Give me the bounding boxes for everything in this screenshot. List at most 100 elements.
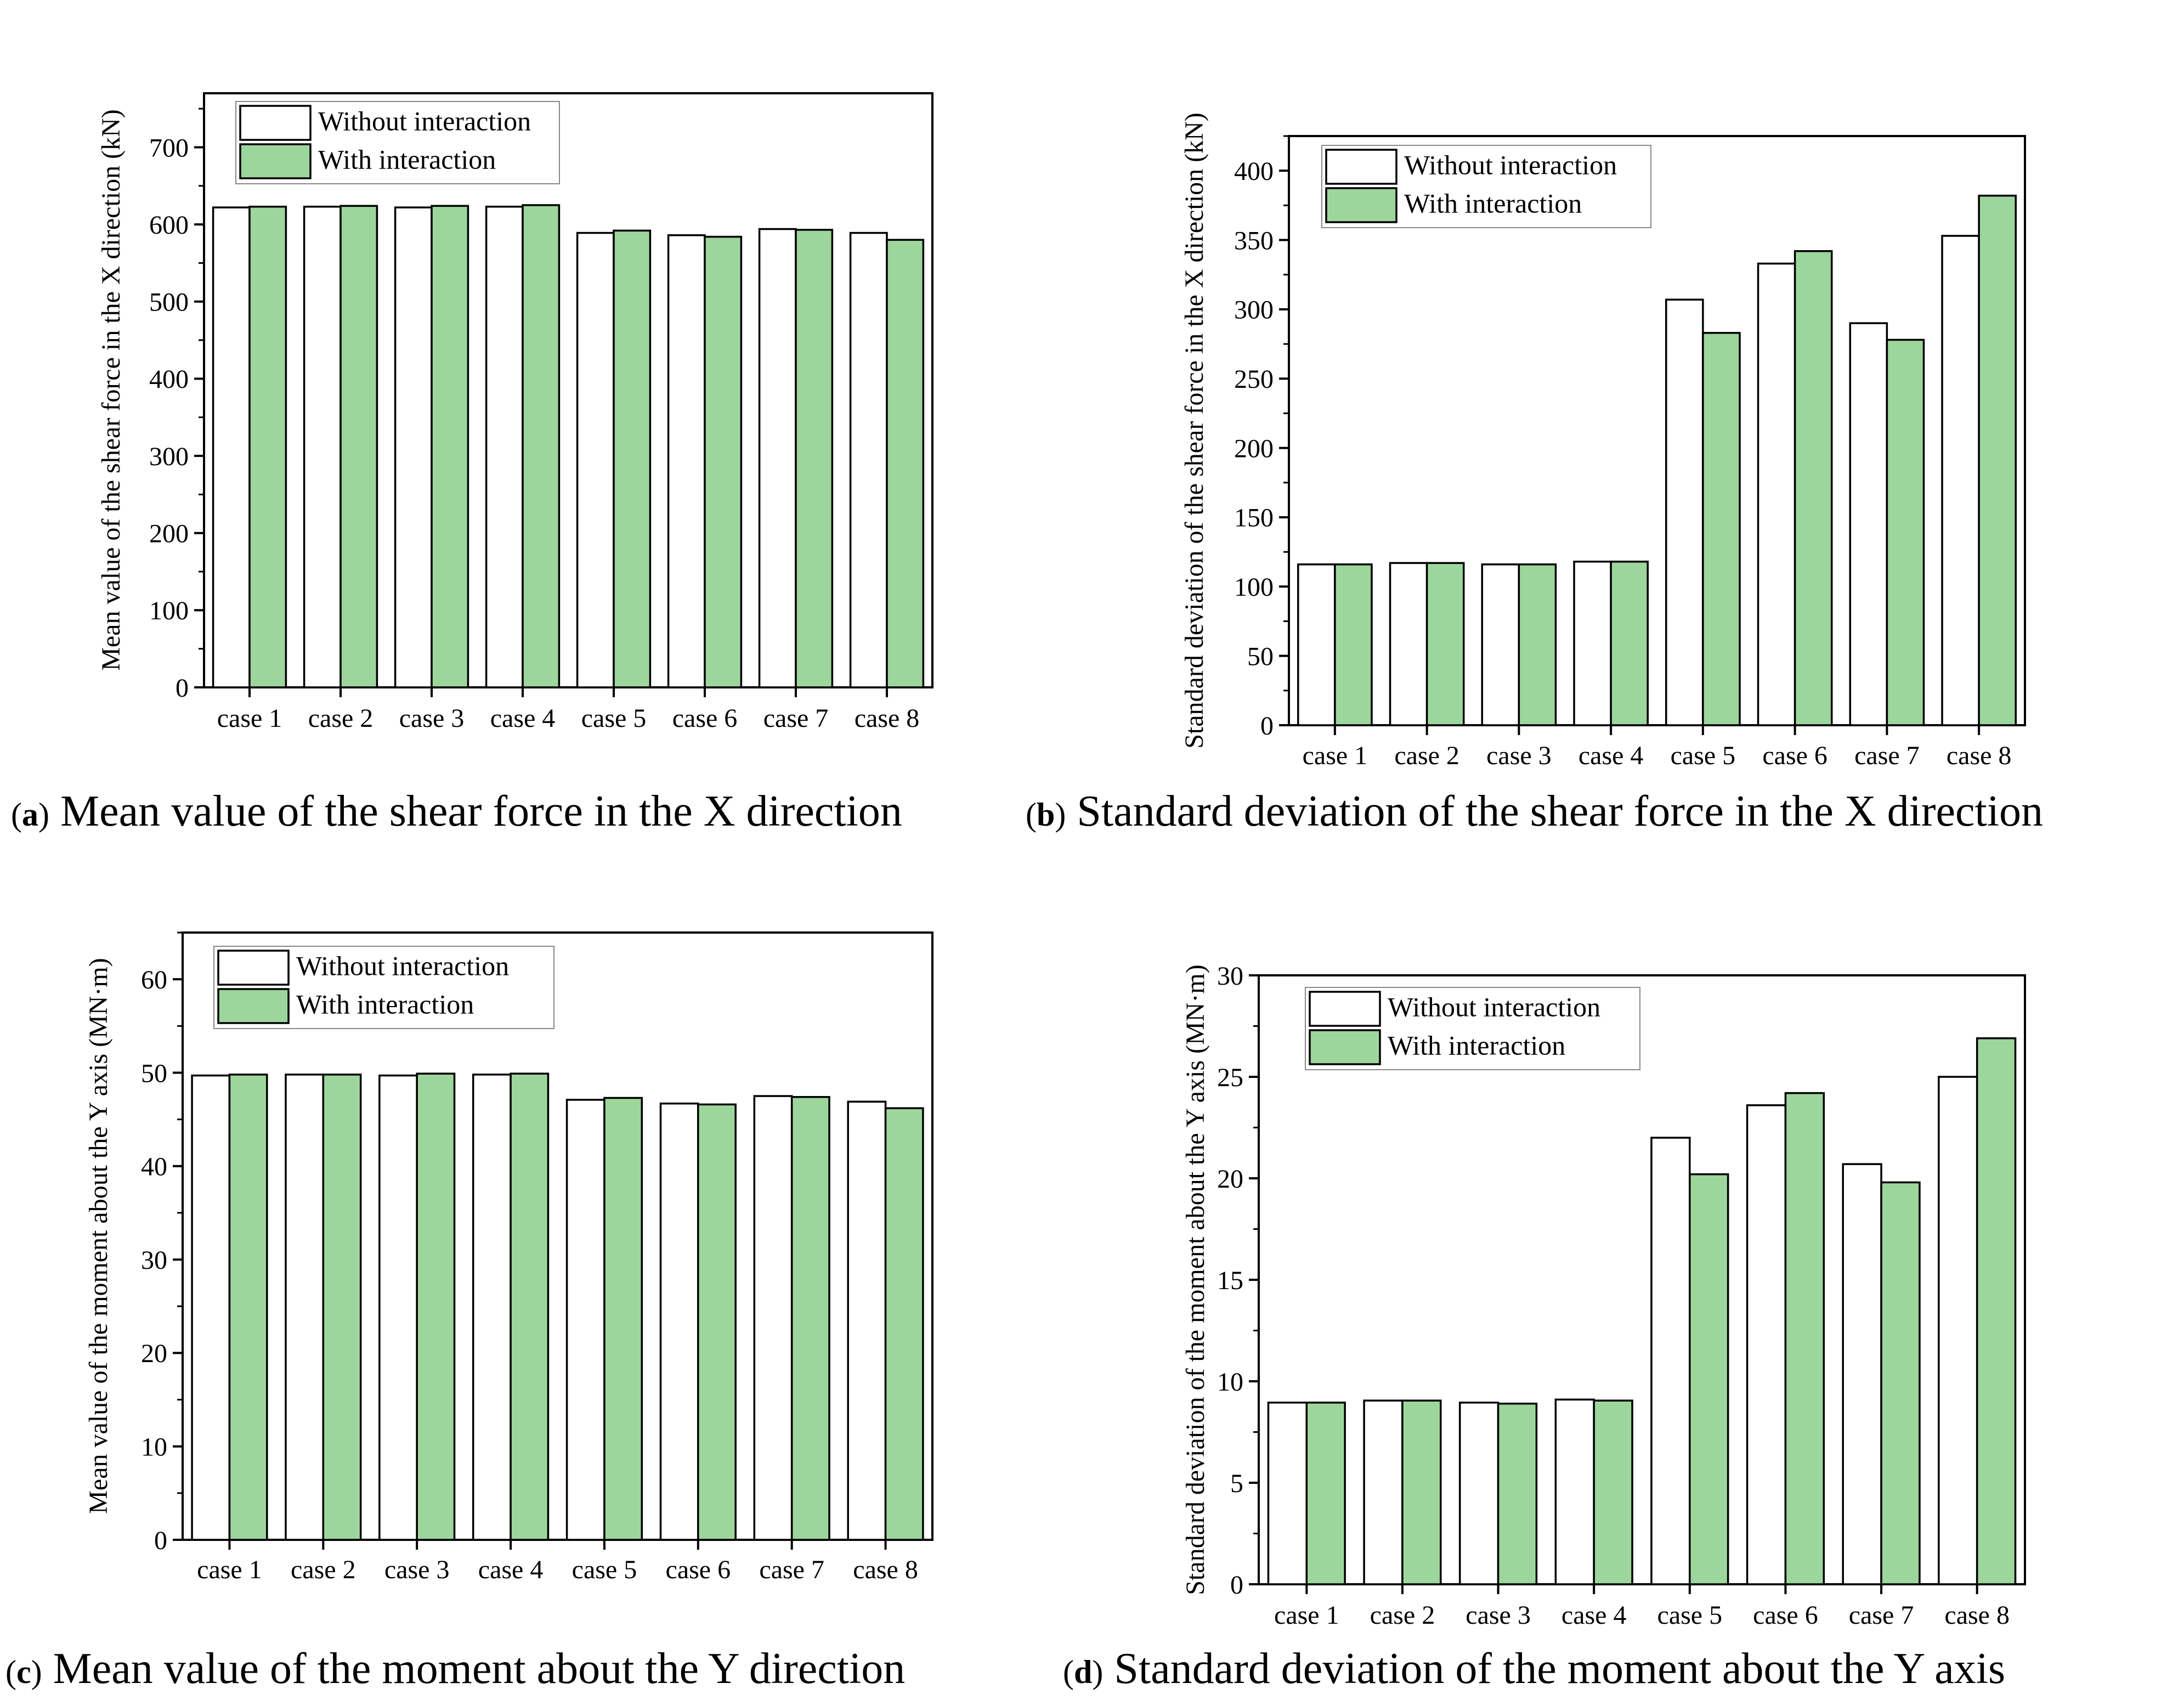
bar-without-interaction-8 — [1941, 235, 1980, 726]
y-tick-label: 300 — [149, 442, 189, 471]
plot-frame — [203, 92, 933, 688]
bar-with-interaction-7 — [1886, 338, 1925, 726]
caption-paren: ) — [31, 1654, 42, 1690]
chart-panel-d: 0 5 10 15 20 25 30 case 1 case 2 case 3 case 4 case… — [1063, 962, 2026, 1693]
x-tick-label: case 5 — [1657, 1601, 1723, 1630]
bar-with-interaction-8 — [884, 1107, 924, 1541]
bar-with-interaction-2 — [322, 1074, 362, 1541]
y-tick-label: 20 — [1217, 1165, 1243, 1194]
panel-caption-d: (d) Standard deviation of the moment abo… — [1063, 1645, 2005, 1693]
x-tick-label: case 6 — [666, 1555, 731, 1584]
x-tick-label: case 2 — [1370, 1601, 1435, 1630]
y-tick-label: 200 — [149, 519, 189, 549]
y-tick-label: 0 — [1260, 711, 1274, 741]
bar-with-interaction-6 — [697, 1103, 737, 1541]
chart-panel-c: 0 10 20 30 40 50 60 case 1 case 2 case 3 case 4 cas… — [5, 931, 933, 1693]
x-tick-label: case 7 — [763, 704, 829, 733]
x-tick-label: case 2 — [308, 704, 374, 733]
y-tick-label: 500 — [149, 288, 189, 317]
y-tick-label: 25 — [1217, 1063, 1243, 1092]
y-tick-label: 10 — [1217, 1368, 1243, 1397]
y-tick-label: 600 — [149, 211, 189, 240]
bar-with-interaction-8 — [886, 239, 925, 688]
x-tick-label: case 5 — [1671, 741, 1736, 770]
chart-panel-b: 0 50 100 150 200 250 300 350 400 case 1 case 2 case… — [1026, 112, 2043, 835]
x-tick-label: case 4 — [490, 704, 556, 733]
legend-swatch-without — [239, 105, 312, 141]
legend: Without interaction With interaction — [235, 101, 560, 184]
y-tick-label: 150 — [1234, 504, 1274, 533]
y-tick-label: 0 — [154, 1526, 167, 1555]
x-tick-label: case 1 — [197, 1555, 262, 1584]
y-tick-label: 50 — [1247, 642, 1274, 671]
caption-letter: c — [16, 1654, 31, 1690]
bar-with-interaction-4 — [1610, 561, 1649, 726]
bar-without-interaction-8 — [1938, 1076, 1978, 1585]
bar-without-interaction-4 — [1554, 1398, 1595, 1585]
bar-with-interaction-3 — [1497, 1402, 1538, 1585]
x-tick-label: case 5 — [581, 704, 647, 733]
bar-without-interaction-5 — [576, 231, 615, 688]
y-tick-label: 400 — [1234, 157, 1274, 186]
x-tick-label: case 7 — [1854, 741, 1920, 770]
legend-label-with: With interaction — [318, 144, 496, 175]
y-axis-label: Mean value of the shear force in the X d… — [97, 109, 126, 671]
bar-without-interaction-1 — [1267, 1402, 1308, 1585]
x-tick-label: case 7 — [1849, 1601, 1914, 1630]
bar-with-interaction-2 — [1401, 1399, 1442, 1585]
legend-label-without: Without interaction — [318, 106, 531, 137]
y-axis-label: Standard deviation of the moment about t… — [1181, 964, 1210, 1595]
bar-without-interaction-6 — [1746, 1104, 1787, 1585]
legend-swatch-without — [1325, 149, 1397, 185]
bar-without-interaction-6 — [659, 1102, 699, 1541]
caption-text: Standard deviation of the moment about t… — [1103, 1645, 2005, 1693]
bar-with-interaction-8 — [1978, 194, 2017, 726]
legend-swatch-without — [217, 950, 290, 986]
bar-without-interaction-3 — [378, 1074, 418, 1541]
y-tick-label: 30 — [1217, 962, 1243, 991]
bar-with-interaction-3 — [431, 205, 469, 688]
y-tick-label: 400 — [149, 365, 189, 394]
bar-without-interaction-2 — [1389, 562, 1428, 726]
bar-without-interaction-4 — [485, 206, 524, 688]
legend-label-without: Without interaction — [1404, 150, 1617, 180]
legend: Without interaction With interaction — [1305, 987, 1640, 1070]
x-tick-label: case 2 — [1394, 741, 1459, 770]
y-tick-label: 15 — [1217, 1266, 1243, 1295]
caption-letter: a — [22, 797, 38, 833]
legend-label-with: With interaction — [1404, 188, 1582, 219]
legend-label-without: Without interaction — [1388, 992, 1600, 1023]
plot-frame — [1288, 135, 2026, 726]
y-tick-label: 350 — [1234, 226, 1274, 255]
x-tick-label: case 3 — [1486, 741, 1552, 770]
legend: Without interaction With interaction — [213, 946, 555, 1029]
caption-paren: ( — [5, 1654, 16, 1690]
x-tick-label: case 8 — [1947, 741, 2012, 770]
caption-paren: ) — [38, 797, 49, 833]
bar-with-interaction-2 — [340, 205, 378, 688]
bar-without-interaction-7 — [758, 228, 797, 688]
x-tick-label: case 3 — [384, 1555, 450, 1584]
bar-without-interaction-3 — [394, 206, 433, 688]
x-tick-label: case 4 — [478, 1555, 544, 1584]
y-tick-label: 5 — [1230, 1469, 1243, 1498]
x-tick-label: case 4 — [1578, 741, 1644, 770]
legend-swatch-with — [1309, 1029, 1381, 1065]
y-tick-label: 200 — [1234, 434, 1274, 463]
x-tick-label: case 6 — [1762, 741, 1827, 770]
y-tick-label: 30 — [141, 1246, 167, 1275]
panel-caption-a: (a) Mean value of the shear force in the… — [11, 787, 902, 835]
caption-letter: d — [1074, 1654, 1092, 1690]
legend-swatch-with — [217, 988, 290, 1024]
y-tick-label: 700 — [149, 133, 189, 162]
x-tick-label: case 5 — [572, 1555, 637, 1584]
x-tick-label: case 1 — [1274, 1601, 1339, 1630]
x-tick-label: case 8 — [853, 1555, 918, 1584]
panel-caption-b: (b) Standard deviation of the shear forc… — [1026, 787, 2043, 835]
y-tick-label: 0 — [176, 674, 189, 703]
bar-without-interaction-2 — [303, 206, 342, 688]
bar-with-interaction-5 — [1702, 332, 1741, 726]
bar-without-interaction-5 — [565, 1099, 606, 1541]
x-tick-label: case 2 — [291, 1555, 356, 1584]
